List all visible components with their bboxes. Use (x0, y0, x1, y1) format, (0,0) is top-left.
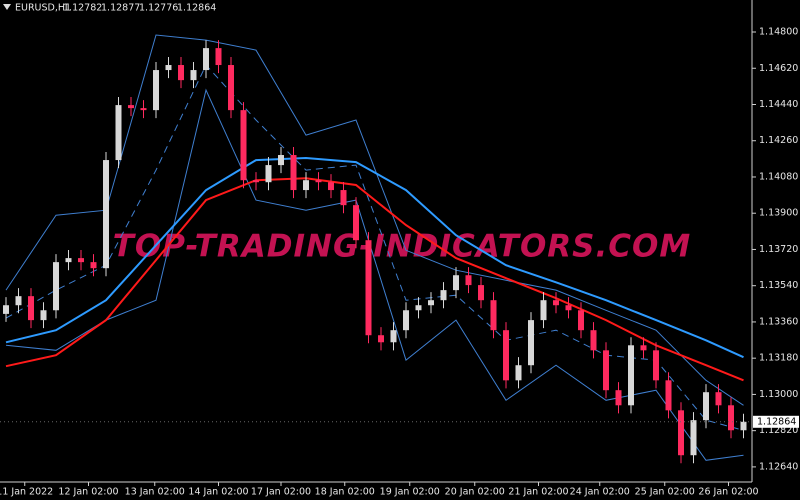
candle-body (153, 70, 159, 111)
candle-body (178, 65, 184, 81)
indicator-line (5, 156, 744, 359)
candle-body (415, 305, 422, 311)
price-tag-label: 1.12864 (757, 416, 796, 427)
x-tick-label: 17 Jan 02:00 (251, 487, 311, 498)
candle-body (515, 365, 522, 381)
x-tick-label: 26 Jan 02:00 (698, 487, 758, 498)
candle-body (428, 300, 434, 306)
y-tick-label: 1.13900 (759, 208, 798, 219)
watermark: TOP-TRADING-INDICATORS.COM (113, 229, 691, 265)
bar-open: 1.12782 (63, 3, 102, 14)
candle-body (103, 160, 109, 269)
candle-body (165, 65, 172, 71)
candle-body (503, 330, 509, 381)
candle-body (553, 300, 559, 306)
candle-body (228, 65, 234, 111)
x-tick-label: 11 Jan 2022 (0, 487, 53, 498)
candle-body (665, 380, 672, 411)
candle-body (315, 180, 322, 183)
y-tick-label: 1.13720 (759, 244, 798, 255)
y-tick-label: 1.14080 (759, 171, 798, 182)
candle-body (15, 296, 22, 306)
y-tick-label: 1.13000 (759, 389, 798, 400)
candle-body (190, 70, 197, 81)
candle-body (78, 258, 84, 263)
x-tick-label: 25 Jan 02:00 (635, 487, 695, 498)
candle-body (253, 180, 259, 183)
x-tick-label: 18 Jan 02:00 (315, 487, 375, 498)
price-tag (753, 415, 799, 428)
candle-body (90, 262, 97, 269)
candle-body (603, 350, 609, 391)
candle-body (590, 330, 597, 351)
candle-body (540, 300, 547, 321)
candle-body (528, 320, 534, 366)
bar-close: 1.12864 (177, 3, 216, 14)
bar-low: 1.12776 (139, 3, 178, 14)
candle-body (240, 110, 247, 181)
candle-body (115, 105, 122, 161)
candle-body (653, 350, 659, 381)
candle-body (3, 305, 9, 314)
candle-body (715, 392, 722, 406)
candle-body (690, 420, 697, 456)
candle-body (615, 390, 622, 406)
candle-body (378, 335, 384, 343)
candle-body (353, 205, 359, 241)
candle-body (728, 405, 734, 431)
y-tick-label: 1.14260 (759, 135, 798, 146)
candle-body (565, 305, 572, 311)
y-tick-label: 1.13180 (759, 353, 798, 364)
candle-body (478, 285, 484, 301)
candle-body (303, 180, 309, 191)
candle-body (740, 421, 747, 431)
x-tick-label: 12 Jan 02:00 (58, 487, 118, 498)
x-tick-label: 20 Jan 02:00 (445, 487, 505, 498)
candle-body (578, 310, 584, 331)
candle-body (53, 262, 59, 311)
candle-body (290, 155, 297, 191)
candle-body (278, 155, 284, 166)
candle-body (340, 190, 347, 206)
candle-body (403, 310, 409, 331)
candle-body (453, 275, 459, 291)
x-tick-label: 21 Jan 02:00 (508, 487, 568, 498)
candle-body (640, 345, 647, 351)
x-tick-label: 19 Jan 02:00 (380, 487, 440, 498)
y-tick-label: 1.13360 (759, 316, 798, 327)
candle-body (390, 330, 397, 343)
y-tick-label: 1.14800 (759, 27, 798, 38)
candle-body (328, 182, 334, 191)
candle-body (40, 310, 47, 321)
indicator-line (5, 34, 744, 406)
x-tick-label: 13 Jan 02:00 (125, 487, 185, 498)
menu-arrow (3, 4, 11, 10)
y-tick-label: 1.12820 (759, 425, 798, 436)
candle-body (440, 290, 447, 301)
candle-body (65, 258, 72, 263)
y-tick-label: 1.13540 (759, 280, 798, 291)
bar-high: 1.12877 (101, 3, 140, 14)
candle-body (203, 48, 209, 71)
y-tick-label: 1.14440 (759, 99, 798, 110)
indicator-line (5, 177, 744, 382)
candle-body (128, 105, 134, 109)
candle-body (365, 240, 372, 336)
candle-body (215, 48, 222, 66)
candle-body (28, 296, 34, 321)
x-tick-label: 24 Jan 02:00 (570, 487, 630, 498)
candle-body (628, 345, 634, 406)
candle-body (703, 392, 709, 421)
y-tick-label: 1.14620 (759, 63, 798, 74)
candle-body (265, 165, 272, 183)
y-tick-label: 1.12640 (759, 461, 798, 472)
x-tick-label: 14 Jan 02:00 (188, 487, 248, 498)
candle-body (465, 275, 472, 286)
candle-body (490, 300, 497, 331)
symbol: EURUSD,H1 (15, 3, 71, 14)
candle-body (140, 108, 147, 111)
candle-body (678, 410, 684, 456)
